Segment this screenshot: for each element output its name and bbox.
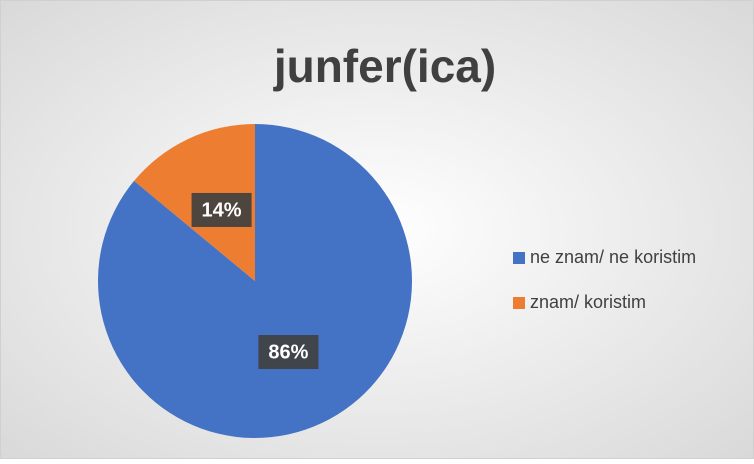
data-label-box: [191, 192, 252, 227]
legend-swatch: [513, 297, 525, 309]
legend-label: ne znam/ ne koristim: [530, 247, 696, 267]
data-label-box: [258, 335, 319, 370]
legend-label: znam/ koristim: [530, 292, 646, 312]
pie-slice: [97, 124, 412, 438]
legend-swatch: [513, 252, 525, 264]
chart-title: junfer(ica): [273, 40, 496, 92]
data-label: 14%: [202, 199, 242, 221]
data-label: 86%: [268, 341, 308, 363]
